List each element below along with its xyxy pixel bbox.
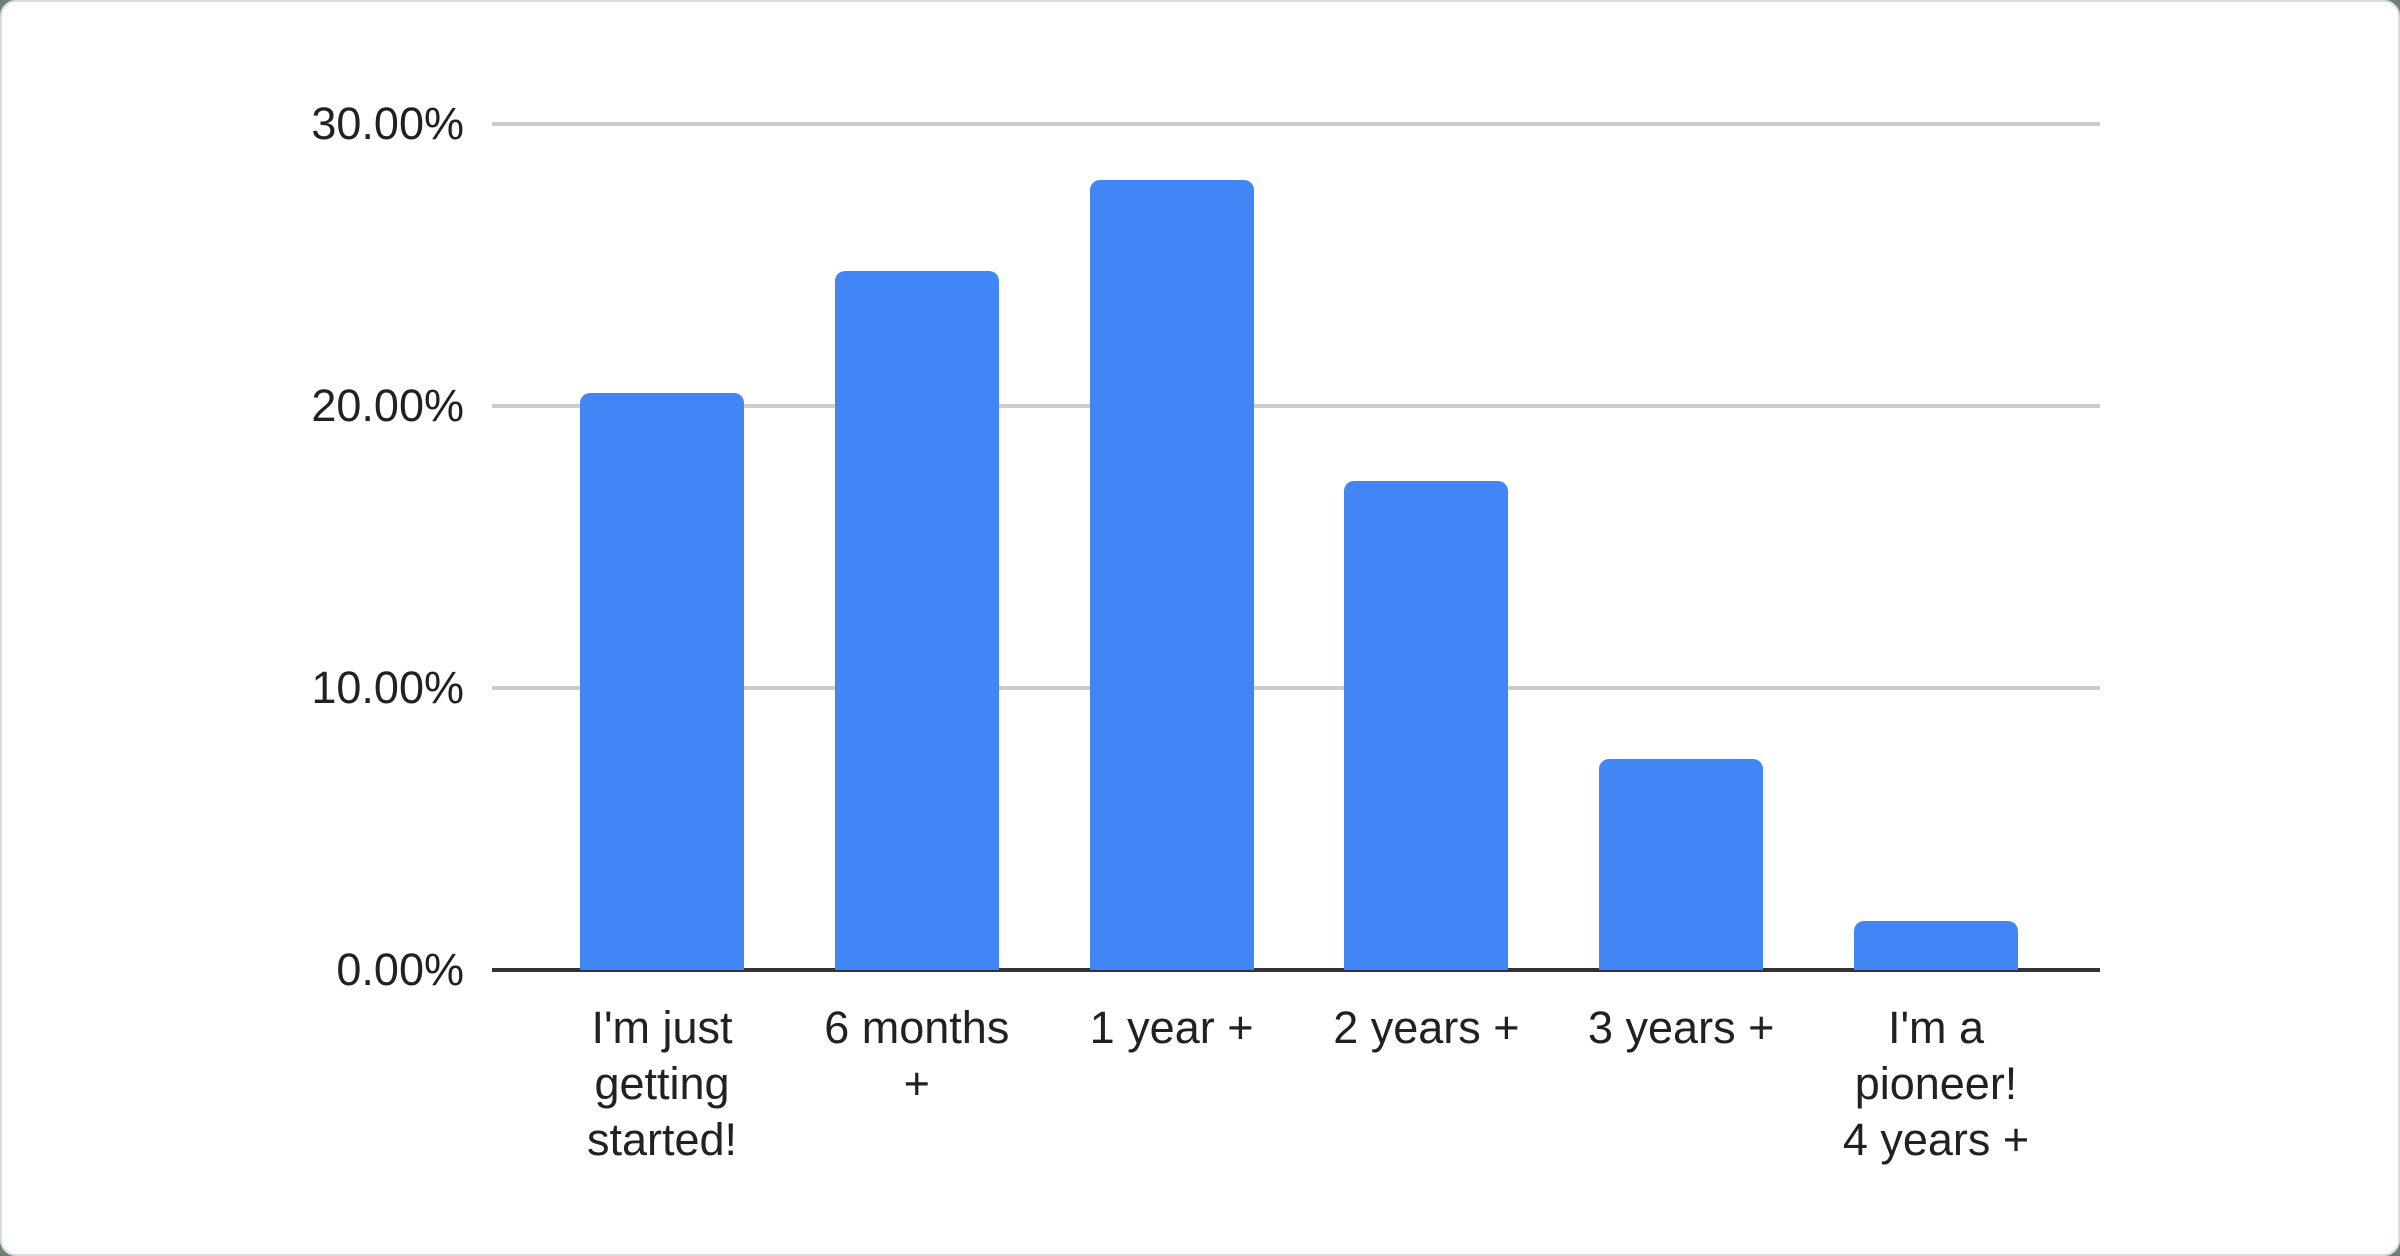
- gridline: [492, 404, 2100, 408]
- x-axis-label-line: 6 months: [824, 1002, 1010, 1053]
- gridline: [492, 686, 2100, 690]
- x-axis-label-line: 1 year +: [1089, 1002, 1254, 1053]
- x-axis-category-label: I'm a pioneer! 4 years +: [1786, 1000, 2086, 1168]
- x-axis-label-line: 2 years +: [1333, 1002, 1520, 1053]
- x-axis-category-label: I'm just getting started!: [512, 1000, 812, 1168]
- x-axis-category-label: 2 years +: [1276, 1000, 1576, 1056]
- x-axis-label-line: I'm just: [591, 1002, 733, 1053]
- x-axis-label-line: 3 years +: [1588, 1002, 1775, 1053]
- bar-5[interactable]: [1599, 758, 1764, 970]
- gridline: [492, 122, 2100, 126]
- x-axis-label-line: getting: [594, 1058, 730, 1109]
- x-axis-category-label: 3 years +: [1531, 1000, 1831, 1056]
- y-axis-tick-label: 10.00%: [311, 662, 464, 713]
- bar-2[interactable]: [834, 270, 999, 970]
- y-axis-tick-label: 30.00%: [311, 98, 464, 149]
- bar-6[interactable]: [1854, 920, 2018, 970]
- bar-1[interactable]: [580, 393, 744, 970]
- y-axis-tick-label: 20.00%: [311, 380, 464, 431]
- y-axis-tick-label: 0.00%: [336, 944, 464, 995]
- x-axis-category-label: 6 months +: [767, 1000, 1067, 1112]
- bar-3[interactable]: [1089, 180, 1254, 970]
- x-axis-label-line: pioneer!: [1854, 1058, 2018, 1109]
- x-axis-label-line: I'm a: [1887, 1002, 1985, 1053]
- x-axis-label-line: 4 years +: [1842, 1114, 2030, 1165]
- x-axis-category-label: 1 year +: [1022, 1000, 1322, 1056]
- bar-4[interactable]: [1344, 480, 1509, 970]
- x-axis-label-line: +: [903, 1058, 930, 1109]
- x-axis-line: [492, 968, 2100, 972]
- x-axis-label-line: started!: [586, 1114, 738, 1165]
